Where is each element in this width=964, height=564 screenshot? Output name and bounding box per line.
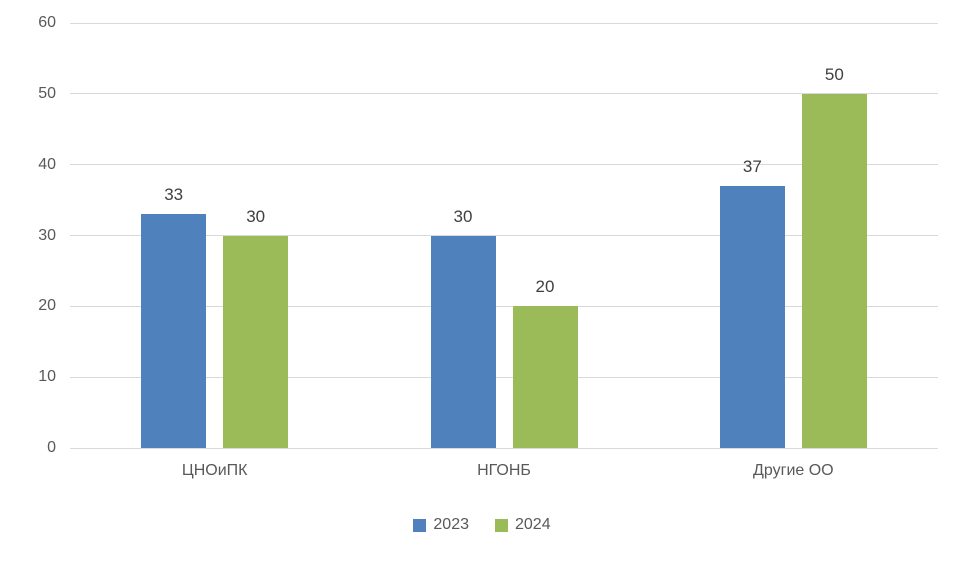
y-tick-label-10: 10 [38,368,56,386]
bar-2024-НГОНБ [512,306,578,448]
gridline-30 [70,235,938,236]
gridline-40 [70,164,938,166]
data-label-2024-Другие ОО: 50 [824,64,844,84]
gridline-60 [70,22,938,24]
bar-2023-Другие ОО [719,185,785,448]
data-label-2024-НГОНБ: 20 [535,277,555,297]
y-tick-label-40: 40 [38,155,56,173]
bar-2024-ЦНОиПК [223,235,289,448]
legend-swatch-icon [413,518,427,532]
x-category-label-2: Другие ОО [753,462,834,479]
y-tick-label-60: 60 [38,14,56,31]
gridline-10 [70,376,938,378]
legend-item-2023: 2023 [413,516,469,534]
legend-item-2024: 2024 [495,516,551,534]
y-tick-label-0: 0 [47,439,56,456]
y-tick-label-30: 30 [38,226,56,244]
data-label-2023-Другие ОО: 37 [742,156,762,176]
y-tick-label-50: 50 [38,84,56,102]
legend: 2023 2024 [0,516,964,534]
bar-2023-ЦНОиПК [141,214,207,448]
x-category-label-0: ЦНОиПК [181,462,248,479]
data-label-2023-НГОНБ: 30 [453,206,473,226]
gridline-0 [70,447,938,449]
gridline-20 [70,305,938,307]
data-label-2024-ЦНОиПК: 30 [246,206,266,226]
x-category-label-1: НГОНБ [477,462,531,479]
bar-2023-НГОНБ [430,235,496,448]
legend-label: 2023 [433,516,469,533]
bar-2024-Другие ОО [801,93,867,448]
legend-swatch-icon [495,518,508,532]
gridline-50 [70,93,938,95]
data-label-2023-ЦНОиПК: 33 [164,185,184,205]
y-tick-label-20: 20 [38,297,56,315]
legend-label: 2024 [515,516,551,533]
